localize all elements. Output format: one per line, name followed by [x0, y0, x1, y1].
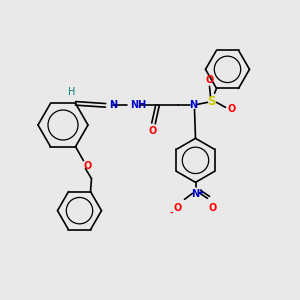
Text: O: O [227, 104, 236, 114]
Text: O: O [173, 203, 181, 213]
Text: N: N [191, 189, 200, 199]
Text: O: O [208, 203, 217, 213]
Text: -: - [170, 209, 173, 218]
Text: H: H [68, 87, 75, 97]
Text: N: N [189, 100, 198, 110]
Text: O: O [148, 126, 157, 136]
Text: NH: NH [130, 100, 147, 110]
Text: N: N [110, 100, 118, 110]
Text: +: + [197, 188, 204, 197]
Text: O: O [83, 161, 92, 171]
Text: O: O [206, 75, 214, 85]
Text: S: S [207, 95, 216, 108]
